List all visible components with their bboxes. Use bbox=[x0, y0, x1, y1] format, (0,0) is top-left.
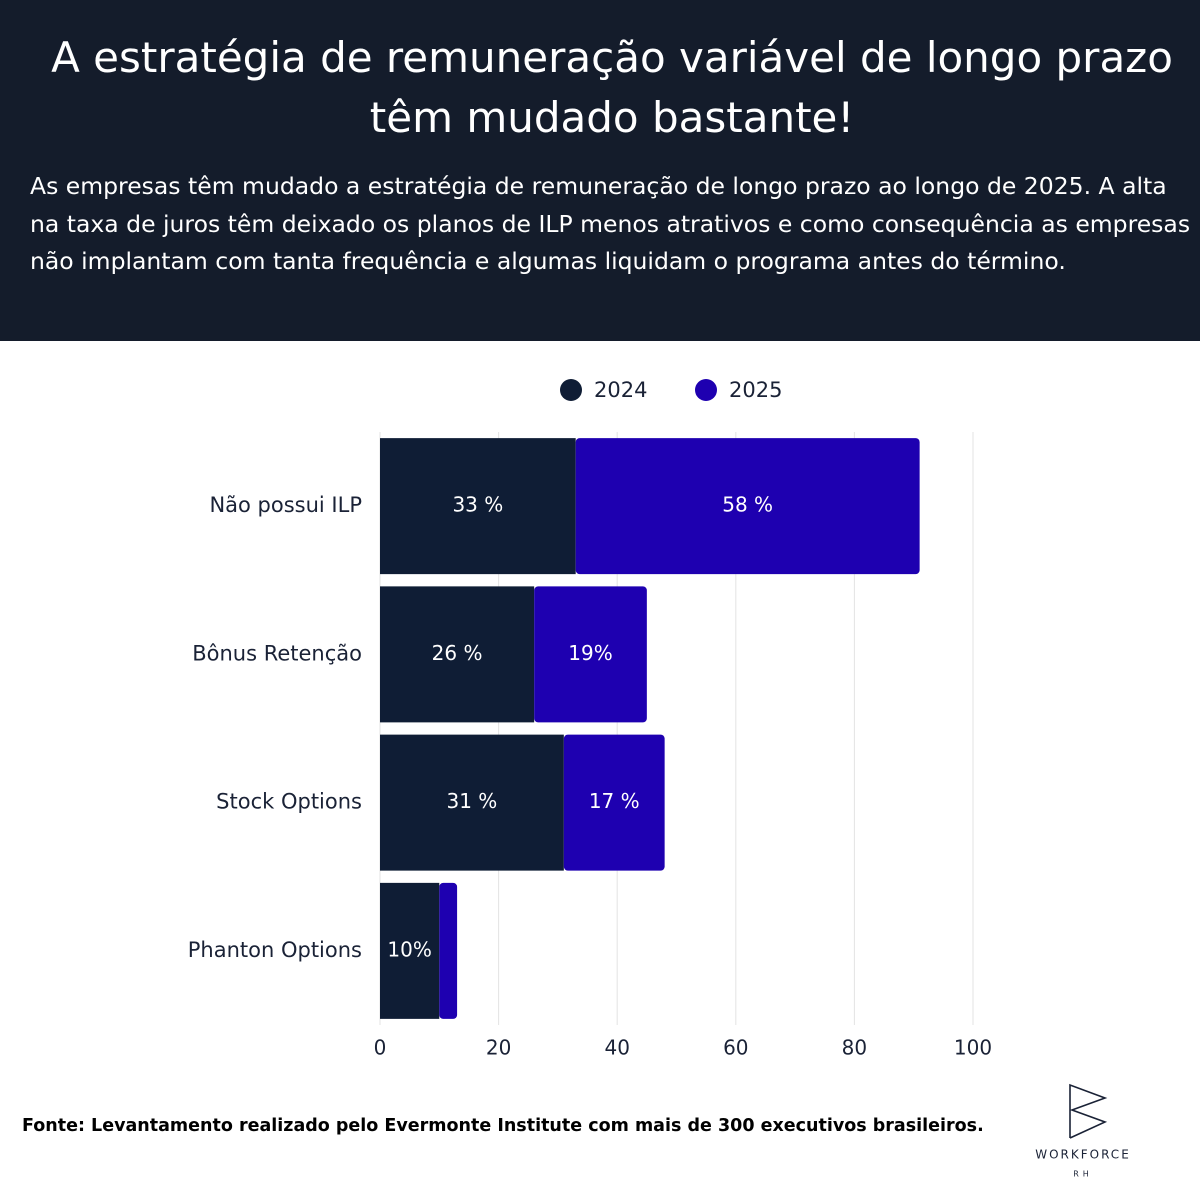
header: A estratégia de remuneração variável de … bbox=[0, 0, 1200, 341]
bar-segment bbox=[575, 438, 920, 575]
value-label: 33 % bbox=[452, 493, 503, 517]
title: A estratégia de remuneração variável de … bbox=[51, 33, 1173, 142]
value-label: 31 % bbox=[447, 789, 498, 813]
logo-name: WORKFORCE bbox=[1035, 1148, 1131, 1162]
legend-label: 2024 bbox=[594, 378, 647, 402]
bar-segment bbox=[380, 438, 576, 575]
bar-segment bbox=[534, 586, 647, 723]
y-tick-label: Phanton Options bbox=[188, 938, 362, 962]
y-tick-label: Stock Options bbox=[216, 790, 362, 814]
logo-sub: RH bbox=[1073, 1170, 1093, 1179]
bar-segment bbox=[380, 586, 535, 723]
value-label: 58 % bbox=[722, 493, 773, 517]
legend-swatch bbox=[560, 379, 582, 401]
x-tick-label: 0 bbox=[374, 1036, 387, 1060]
subtitle: As empresas têm mudado a estratégia de r… bbox=[30, 172, 1191, 275]
bar-segment bbox=[439, 882, 458, 1019]
bar-segment bbox=[563, 734, 665, 871]
y-tick-label: Bônus Retenção bbox=[192, 641, 362, 665]
bar-segment bbox=[380, 882, 440, 1019]
source: Fonte: Levantamento realizado pelo Everm… bbox=[22, 1116, 984, 1136]
x-tick-label: 80 bbox=[842, 1036, 867, 1060]
bar-segment bbox=[380, 734, 564, 871]
legend-swatch bbox=[695, 379, 717, 401]
x-tick-label: 100 bbox=[954, 1036, 992, 1060]
value-label: 26 % bbox=[432, 641, 483, 665]
value-label: 19% bbox=[568, 641, 612, 665]
value-label: 10% bbox=[387, 937, 431, 961]
y-tick-label: Não possui ILP bbox=[209, 493, 362, 517]
x-tick-label: 20 bbox=[486, 1036, 511, 1060]
x-tick-label: 60 bbox=[723, 1036, 748, 1060]
x-tick-label: 40 bbox=[604, 1036, 629, 1060]
logo-mark bbox=[1069, 1083, 1108, 1139]
value-label: 17 % bbox=[589, 789, 640, 813]
legend-label: 2025 bbox=[729, 378, 782, 402]
